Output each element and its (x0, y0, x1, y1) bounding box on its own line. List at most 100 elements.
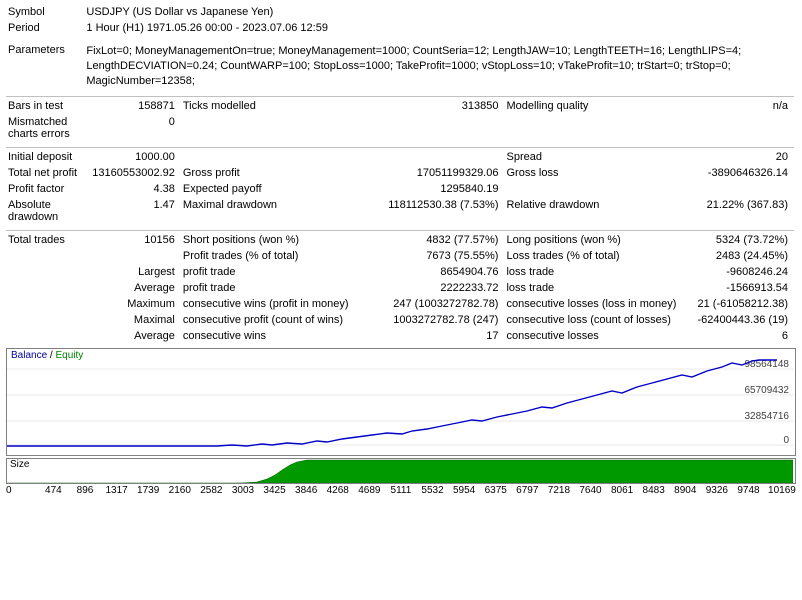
mcp-label: consecutive profit (count of wins) (181, 312, 372, 328)
symbol-value: USDJPY (US Dollar vs Japanese Yen) (84, 4, 794, 20)
spread-value: 20 (687, 149, 794, 165)
x-tick: 474 (38, 485, 70, 496)
size-chart: Size (6, 458, 796, 484)
average2-label: Average (84, 328, 180, 344)
x-tick: 0 (6, 485, 38, 496)
ticks-value: 313850 (372, 98, 505, 114)
mcl-value: 21 (-61058212.38) (687, 296, 794, 312)
size-chart-svg (7, 459, 793, 483)
mcw-label: consecutive wins (profit in money) (181, 296, 372, 312)
svg-text:0: 0 (783, 435, 789, 446)
bars-value: 158871 (84, 98, 180, 114)
x-tick: 4268 (322, 485, 354, 496)
ep-value: 1295840.19 (372, 181, 505, 197)
acw-label: consecutive wins (181, 328, 372, 344)
x-tick: 896 (69, 485, 101, 496)
x-tick: 8061 (606, 485, 638, 496)
apt-value: 2222233.72 (372, 280, 505, 296)
modq-label: Modelling quality (504, 98, 687, 114)
alt-value: -1566913.54 (687, 280, 794, 296)
tt-value: 10156 (84, 232, 180, 248)
size-title: Size (10, 459, 29, 470)
lp-value: 5324 (73.72%) (687, 232, 794, 248)
x-tick: 2582 (196, 485, 228, 496)
balance-chart-svg: 9856414865709432328547160 (7, 349, 793, 455)
x-axis: 0474896131717392160258230033425384642684… (6, 485, 796, 496)
alt-label: loss trade (504, 280, 687, 296)
svg-text:32854716: 32854716 (745, 411, 790, 422)
balance-label: Balance (11, 350, 47, 361)
llt-label: loss trade (504, 264, 687, 280)
period-value: 1 Hour (H1) 1971.05.26 00:00 - 2023.07.0… (84, 20, 794, 36)
sp-label: Short positions (won %) (181, 232, 372, 248)
x-tick: 5111 (385, 485, 417, 496)
x-tick: 3003 (227, 485, 259, 496)
x-tick: 8904 (669, 485, 701, 496)
x-tick: 4689 (354, 485, 386, 496)
lt-label: Loss trades (% of total) (504, 248, 687, 264)
mdd-label: Maximal drawdown (181, 197, 372, 225)
lp-label: Long positions (won %) (504, 232, 687, 248)
mcls-label: consecutive loss (count of losses) (504, 312, 687, 328)
tt-label: Total trades (6, 232, 84, 248)
mdd-value: 118112530.38 (7.53%) (372, 197, 505, 225)
initdep-value: 1000.00 (84, 149, 180, 165)
params-label: Parameters (6, 42, 84, 91)
modq-value: n/a (687, 98, 794, 114)
spread-label: Spread (504, 149, 687, 165)
x-tick: 3846 (290, 485, 322, 496)
mcls-value: -62400443.36 (19) (687, 312, 794, 328)
maximal-label: Maximal (84, 312, 180, 328)
params-value: FixLot=0; MoneyManagementOn=true; MoneyM… (84, 42, 794, 91)
x-tick: 3425 (259, 485, 291, 496)
lt-value: 2483 (24.45%) (687, 248, 794, 264)
x-tick: 5954 (448, 485, 480, 496)
x-tick: 9326 (701, 485, 733, 496)
balance-equity-chart: Balance / Equity 98564148657094323285471… (6, 348, 796, 456)
lpt-label: profit trade (181, 264, 372, 280)
largest-label: Largest (84, 264, 180, 280)
x-tick: 6375 (480, 485, 512, 496)
average-label: Average (84, 280, 180, 296)
addq-value: 1.47 (84, 197, 180, 225)
report-table: Symbol USDJPY (US Dollar vs Japanese Yen… (6, 4, 794, 344)
initdep-label: Initial deposit (6, 149, 84, 165)
apt-label: profit trade (181, 280, 372, 296)
mismatch-label: Mismatched charts errors (6, 114, 84, 142)
strategy-report: Symbol USDJPY (US Dollar vs Japanese Yen… (0, 0, 802, 346)
rdd-value: 21.22% (367.83) (687, 197, 794, 225)
mismatch-value: 0 (84, 114, 180, 142)
gp-value: 17051199329.06 (372, 165, 505, 181)
ep-label: Expected payoff (181, 181, 372, 197)
svg-text:65709432: 65709432 (745, 385, 790, 396)
gl-value: -3890646326.14 (687, 165, 794, 181)
ticks-label: Ticks modelled (181, 98, 372, 114)
x-tick: 7640 (575, 485, 607, 496)
acl-label: consecutive losses (504, 328, 687, 344)
x-tick: 2160 (164, 485, 196, 496)
llt-value: -9608246.24 (687, 264, 794, 280)
period-label: Period (6, 20, 84, 36)
gl-label: Gross loss (504, 165, 687, 181)
x-tick: 9748 (733, 485, 765, 496)
sp-value: 4832 (77.57%) (372, 232, 505, 248)
x-tick: 8483 (638, 485, 670, 496)
gp-label: Gross profit (181, 165, 372, 181)
tnp-label: Total net profit (6, 165, 84, 181)
pf-value: 4.38 (84, 181, 180, 197)
x-tick: 6797 (512, 485, 544, 496)
x-tick: 7218 (543, 485, 575, 496)
x-tick: 1317 (101, 485, 133, 496)
acl-value: 6 (687, 328, 794, 344)
maximum-label: Maximum (84, 296, 180, 312)
pt-label: Profit trades (% of total) (181, 248, 372, 264)
chart-title: Balance / Equity (11, 350, 83, 361)
x-tick: 5532 (417, 485, 449, 496)
rdd-label: Relative drawdown (504, 197, 687, 225)
mcp-value: 1003272782.78 (247) (372, 312, 505, 328)
x-tick: 1739 (132, 485, 164, 496)
acw-value: 17 (372, 328, 505, 344)
addq-label: Absolute drawdown (6, 197, 84, 225)
lpt-value: 8654904.76 (372, 264, 505, 280)
x-tick: 10169 (764, 485, 796, 496)
